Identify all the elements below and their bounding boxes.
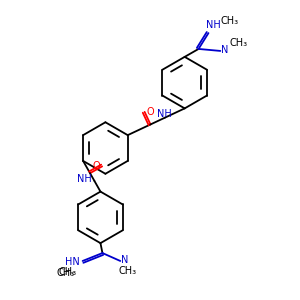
Text: CH₃: CH₃ bbox=[220, 16, 238, 26]
Text: NH: NH bbox=[76, 174, 91, 184]
Text: O: O bbox=[147, 107, 154, 117]
Text: CH₃: CH₃ bbox=[229, 38, 248, 48]
Text: NH: NH bbox=[157, 109, 172, 119]
Text: CH₃: CH₃ bbox=[118, 266, 136, 276]
Text: N: N bbox=[121, 255, 129, 265]
Text: N: N bbox=[221, 45, 229, 55]
Text: CH₃: CH₃ bbox=[59, 267, 77, 277]
Text: O: O bbox=[92, 161, 100, 171]
Text: NH: NH bbox=[206, 20, 221, 30]
Text: HN: HN bbox=[65, 257, 80, 267]
Text: CH₃: CH₃ bbox=[57, 268, 75, 278]
